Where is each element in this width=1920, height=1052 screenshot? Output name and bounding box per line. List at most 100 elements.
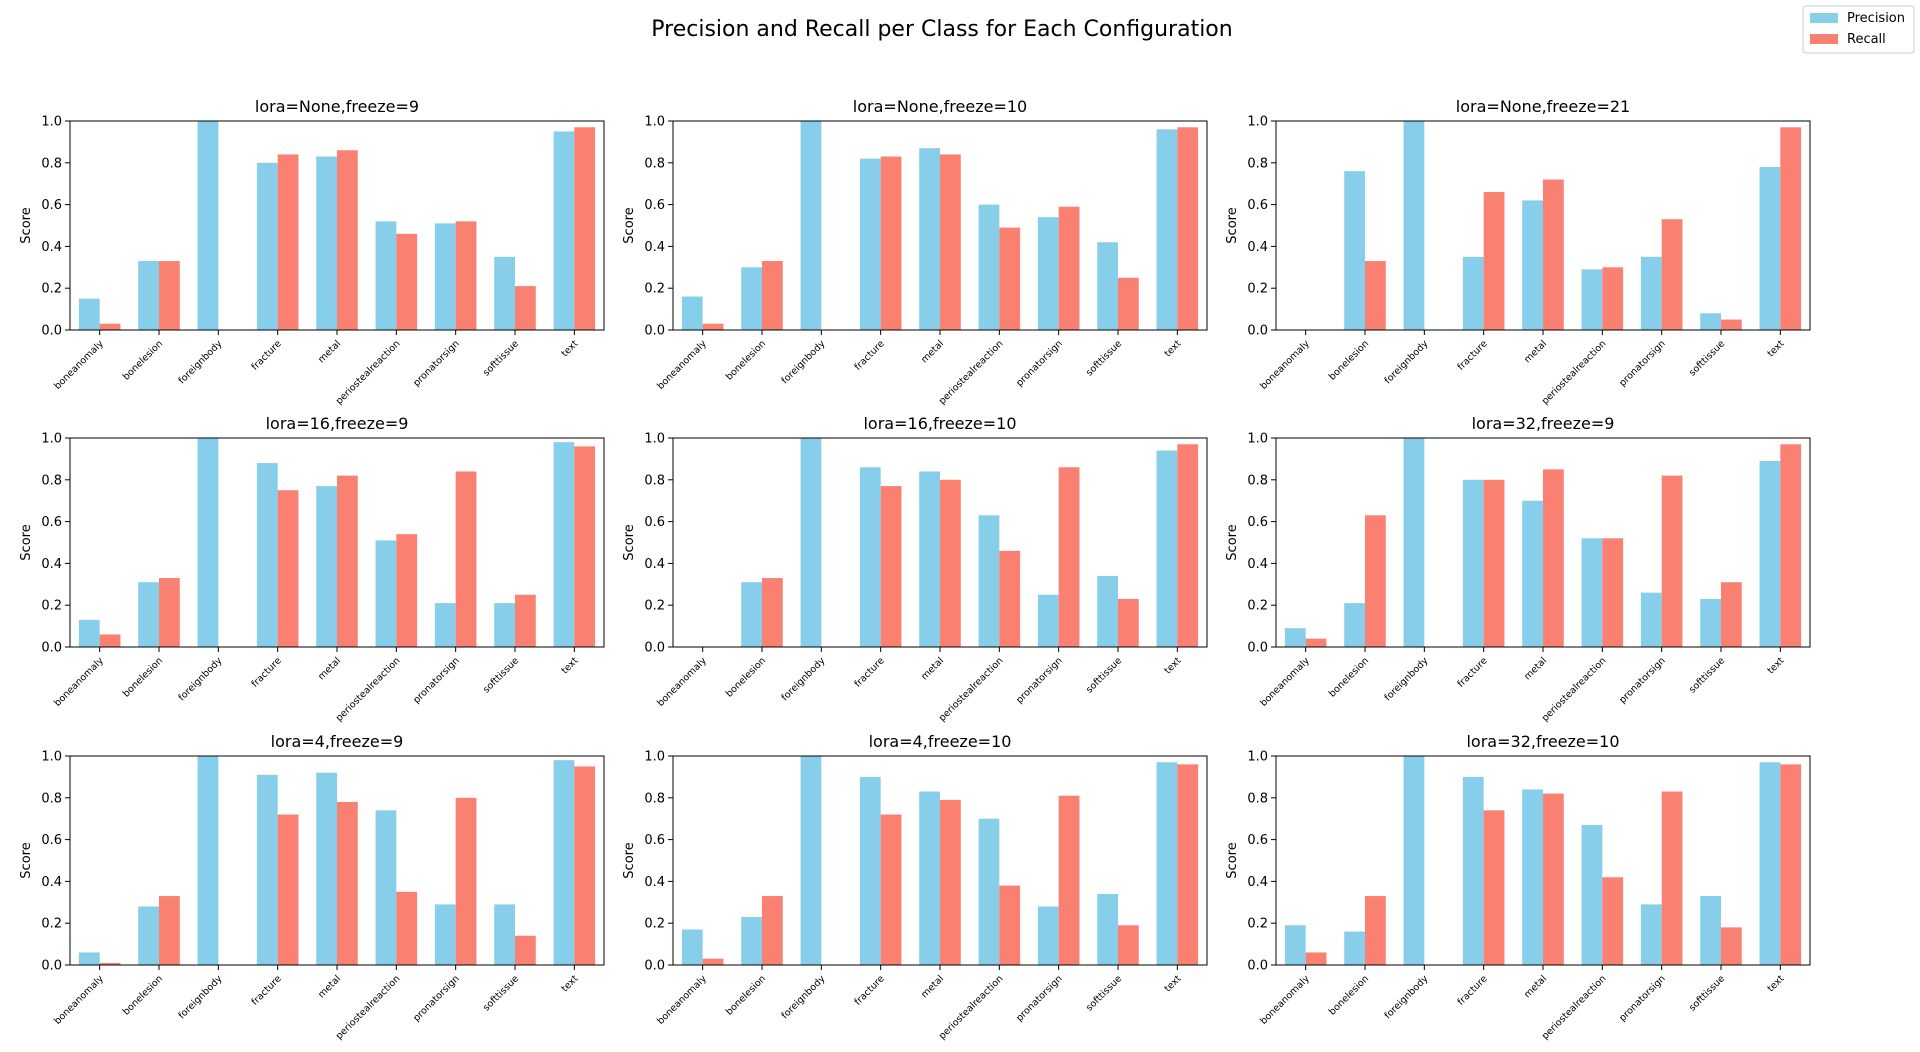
x-tick-label: fracture [852,338,886,372]
bar-recall-pronatorsign [455,221,477,330]
legend: Precision Recall [1802,5,1915,54]
x-tick-label: pronatorsign [1617,973,1668,1024]
x-tick-label: boneanomaly [52,655,106,709]
bar-recall-text [1780,127,1802,331]
bar-recall-bonelesion [159,896,180,965]
bar-recall-periostealreaction [999,227,1021,330]
y-tick-label: 0.0 [644,324,665,339]
bar-recall-text [574,127,596,331]
bar-precision-metal [1522,200,1543,330]
bar-recall-text [574,766,596,965]
y-tick-label: 0.4 [41,240,62,255]
bar-recall-softtissue [515,286,536,330]
bar-precision-text [1156,762,1178,965]
x-tick-label: boneanomaly [655,655,709,709]
bar-recall-pronatorsign [1058,467,1080,647]
y-tick-label: 0.2 [1247,282,1268,297]
bar-recall-pronatorsign [1058,206,1080,330]
x-tick-label: foreignbody [176,655,224,703]
subplot-title: lora=4,freeze=10 [869,732,1012,751]
subplot: lora=16,freeze=10 Score 0.0 0.2 0.4 0.6 0.8 1.0… [622,414,1208,724]
y-tick-label: 0.2 [1247,917,1268,932]
x-tick-label: foreignbody [1382,338,1430,386]
y-tick-label: 0.2 [41,282,62,297]
bar-precision-bonelesion [741,582,762,647]
x-tick-label: periostealreaction [937,973,1006,1042]
bar-recall-text [1780,764,1802,965]
y-tick-label: 0.2 [1247,599,1268,614]
x-tick-label: periostealreaction [1540,338,1609,407]
x-tick-label: foreignbody [176,973,224,1021]
bar-precision-foreignbody [197,756,219,965]
bar-recall-periostealreaction [396,891,418,965]
y-tick-label: 1.0 [41,750,62,765]
bar-precision-fracture [859,776,881,965]
bar-precision-softtissue [494,904,515,965]
bar-recall-fracture [880,156,902,330]
bar-recall-metal [1543,179,1564,330]
bar-recall-softtissue [1721,319,1742,330]
y-axis-label: Score [622,842,637,878]
legend-swatch-recall [1810,34,1838,44]
y-tick-label: 0.6 [1247,515,1268,530]
y-tick-label: 0.4 [1247,240,1268,255]
y-axis-label: Score [622,207,637,243]
bar-precision-foreignbody [1403,438,1425,647]
x-tick-label: pronatorsign [1014,655,1065,706]
x-tick-label: text [1162,973,1183,994]
x-tick-label: fracture [852,655,886,689]
bar-precision-pronatorsign [1640,904,1662,965]
bar-precision-boneanomaly [78,619,100,647]
x-tick-label: pronatorsign [1617,338,1668,389]
bar-precision-pronatorsign [1640,592,1662,647]
bar-recall-text [1177,127,1199,331]
y-tick-label: 0.0 [644,641,665,656]
bar-recall-periostealreaction [999,550,1021,647]
bar-precision-periostealreaction [1581,269,1603,330]
x-tick-label: text [1162,655,1183,676]
bar-recall-periostealreaction [1602,877,1624,965]
x-tick-label: boneanomaly [1258,973,1312,1027]
y-axis-label: Score [19,524,34,560]
bar-precision-text [1759,166,1781,330]
bar-precision-pronatorsign [434,603,456,647]
bar-precision-text [553,442,575,647]
x-tick-label: text [1162,338,1183,359]
subplot: lora=None,freeze=9 Score 0.0 0.2 0.4 0.6 0.8 1.… [19,97,605,407]
x-tick-label: bonelesion [121,973,165,1017]
y-tick-label: 0.8 [644,473,665,488]
bar-precision-fracture [1462,479,1484,647]
bar-recall-periostealreaction [1602,538,1624,647]
x-tick-label: bonelesion [121,338,165,382]
bar-precision-fracture [256,162,278,330]
y-axis-label: Score [622,524,637,560]
bar-precision-boneanomaly [681,929,703,965]
x-tick-label: softtissue [1687,973,1727,1013]
x-tick-label: foreignbody [779,655,827,703]
subplot-title: lora=None,freeze=9 [255,97,419,116]
x-tick-label: boneanomaly [1258,338,1312,392]
y-tick-label: 0.2 [41,917,62,932]
subplot-title: lora=16,freeze=9 [266,414,409,433]
bar-precision-softtissue [494,256,515,330]
bar-precision-metal [919,148,940,330]
x-tick-label: fracture [1455,655,1489,689]
bar-precision-metal [1522,500,1543,647]
x-tick-label: pronatorsign [1617,655,1668,706]
bar-precision-softtissue [1097,242,1118,330]
bar-precision-pronatorsign [434,223,456,330]
y-tick-label: 0.6 [644,833,665,848]
bar-recall-softtissue [1721,582,1742,647]
bar-recall-bonelesion [1365,515,1386,647]
x-tick-label: periostealreaction [937,338,1006,407]
y-tick-label: 1.0 [1247,115,1268,130]
y-tick-label: 0.0 [41,324,62,339]
legend-label-recall: Recall [1847,32,1886,47]
y-tick-label: 0.6 [41,198,62,213]
bar-recall-metal [337,801,358,965]
bar-precision-pronatorsign [434,904,456,965]
subplot-title: lora=32,freeze=10 [1466,732,1619,751]
bar-recall-softtissue [1118,925,1139,965]
bar-recall-bonelesion [159,578,180,647]
x-tick-label: bonelesion [121,655,165,699]
